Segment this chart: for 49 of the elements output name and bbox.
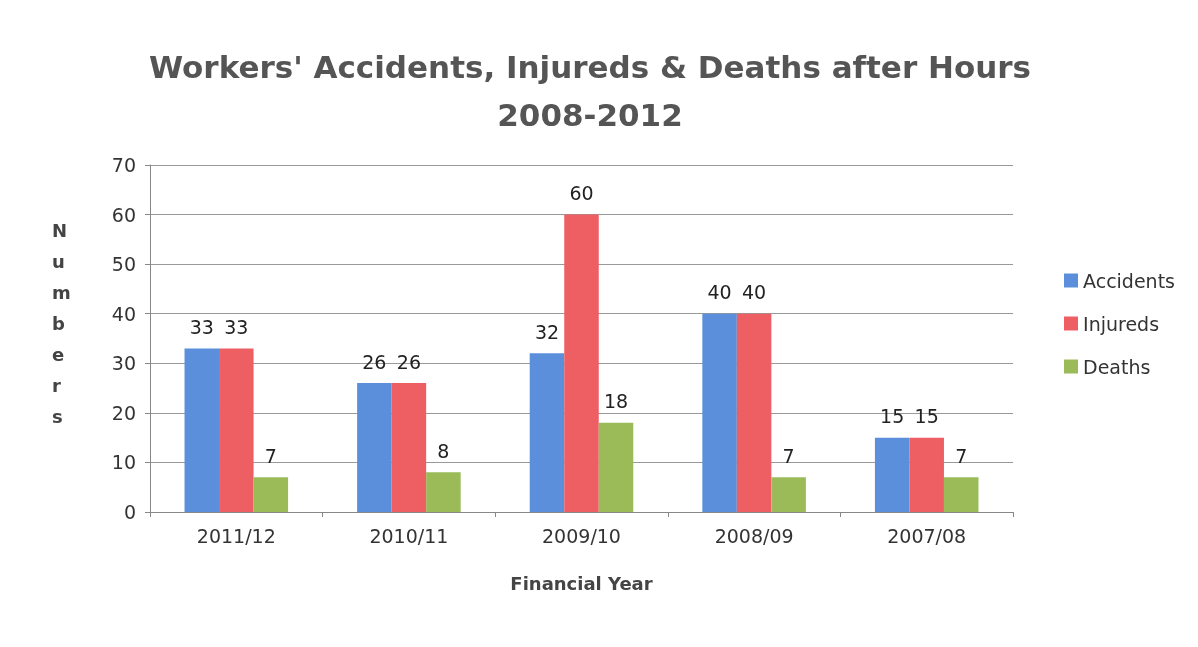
y-tick-label: 10 — [111, 451, 136, 474]
y-tick-label: 0 — [123, 501, 136, 523]
x-tick-label: 2010/11 — [369, 524, 449, 547]
bar — [357, 383, 392, 512]
bar — [391, 383, 427, 512]
y-tick-label: 70 — [111, 154, 136, 176]
y-tick-label: 30 — [111, 352, 136, 375]
data-label: 7 — [264, 444, 277, 467]
y-tick-label: 60 — [111, 203, 136, 226]
chart-title: Workers' Accidents, Injureds & Deaths after Hours 2008-2012 — [148, 49, 1032, 133]
data-label: 33 — [189, 315, 214, 338]
data-label: 8 — [437, 439, 450, 462]
data-label: 18 — [603, 390, 629, 413]
bar — [184, 348, 220, 512]
bar — [253, 477, 289, 512]
data-label: 32 — [534, 320, 560, 343]
data-label: 7 — [782, 444, 795, 467]
x-tick-label: 2008/09 — [714, 524, 794, 547]
bar — [219, 348, 254, 512]
bar — [702, 313, 737, 512]
bar — [598, 422, 634, 512]
legend-label: Accidents — [1083, 269, 1176, 292]
data-label: 40 — [707, 281, 732, 304]
data-label: 26 — [396, 350, 421, 373]
legend-label: Injureds — [1083, 312, 1160, 335]
legend-label: Deaths — [1083, 355, 1151, 378]
bar — [874, 437, 910, 512]
data-label: 26 — [362, 350, 387, 373]
x-tick-label: 2009/10 — [542, 524, 621, 547]
bar — [909, 437, 944, 512]
x-tick-label: 2007/08 — [887, 524, 967, 547]
y-tick-label: 40 — [111, 302, 136, 325]
x-tick-label: 2011/12 — [196, 524, 276, 547]
x-axis-title: Financial Year — [510, 572, 653, 594]
data-label: 7 — [955, 444, 968, 467]
bar — [529, 353, 565, 512]
bar — [736, 313, 772, 512]
y-tick-label: 50 — [111, 253, 136, 276]
y-axis-title: Numbers — [52, 220, 71, 427]
bar — [564, 214, 599, 512]
data-label: 15 — [880, 405, 905, 428]
data-label: 33 — [224, 315, 249, 338]
bar — [426, 472, 461, 512]
data-label: 60 — [569, 182, 594, 205]
bar — [771, 477, 806, 512]
y-tick-label: 20 — [111, 401, 136, 424]
data-label: 40 — [742, 281, 767, 304]
bar — [943, 477, 979, 512]
data-label: 15 — [914, 405, 939, 428]
